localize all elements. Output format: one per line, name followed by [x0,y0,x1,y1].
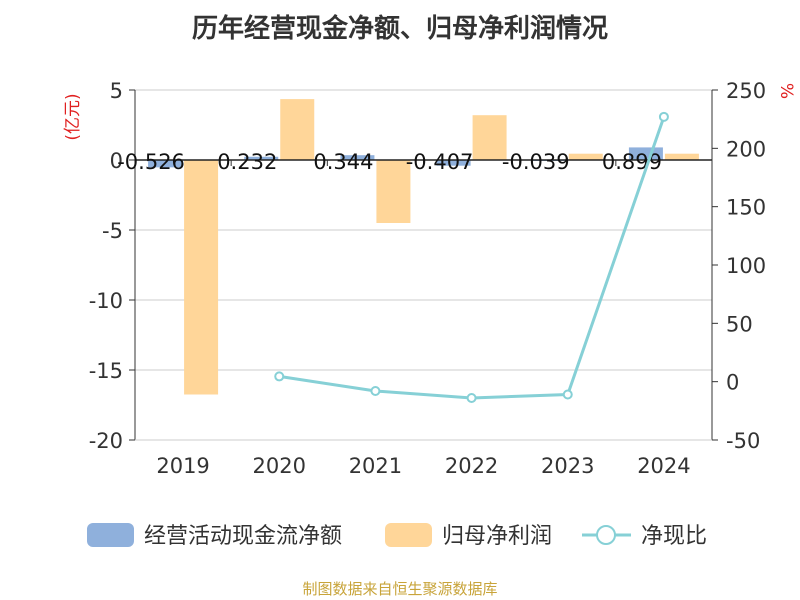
legend-swatch-ocf [87,523,134,547]
bar-ocf [148,160,183,168]
x-axis-tick-label: 2020 [253,454,306,478]
left-axis-tick-label: -5 [102,219,123,243]
legend-label-cash-ratio: 净现比 [641,524,707,549]
left-axis-tick-label: -10 [89,289,123,313]
left-axis-unit: (亿元) [63,93,83,140]
right-axis-unit: % [776,83,796,99]
point-cash-ratio [370,386,381,396]
data-label-ocf: 0.899 [602,150,662,174]
x-axis-tick-label: 2019 [156,454,209,478]
x-axis-tick-label: 2024 [637,454,690,478]
bar-ocf [244,156,279,160]
right-axis-tick-label: 50 [726,312,753,336]
data-label-ocf: 0.344 [313,150,373,174]
left-axis-tick-label: -20 [89,429,123,453]
point-cash-ratio [466,393,477,403]
right-axis-tick-label: -50 [726,429,760,453]
bar-net-profit [568,153,603,160]
bar-net-profit [184,160,219,395]
data-label-ocf: -0.407 [406,150,474,174]
x-axis-tick-label: 2023 [541,454,594,478]
bar-ocf [628,147,663,160]
data-label-ocf: -0.039 [502,150,570,174]
legend-swatch-net-profit [385,523,432,547]
bar-net-profit [376,160,411,223]
left-axis-tick-label: -15 [89,359,123,383]
data-label-ocf: 0.232 [217,150,277,174]
right-axis-tick-label: 250 [726,79,766,103]
point-cash-ratio [562,389,573,400]
bar-ocf [436,160,471,166]
source-note: 制图数据来自恒生聚源数据库 [302,580,498,598]
legend-marker-cash-ratio [596,525,616,545]
x-axis-tick-label: 2022 [445,454,498,478]
x-axis-tick-label: 2021 [349,454,402,478]
right-axis-tick-label: 0 [726,371,739,395]
point-cash-ratio [658,111,669,122]
right-axis-tick-label: 100 [726,254,766,278]
legend-label-net-profit: 归母净利润 [442,524,552,549]
bar-net-profit [664,153,699,160]
left-axis-tick-label: 5 [110,79,123,103]
point-cash-ratio [274,371,285,382]
chart-title: 历年经营现金净额、归母净利润情况 [191,14,608,44]
legend-label-ocf: 经营活动现金流净额 [144,524,342,549]
data-label-ocf: -0.526 [117,150,185,174]
bar-ocf [340,155,375,160]
right-axis-tick-label: 200 [726,137,766,161]
left-axis-tick-label: 0 [110,149,123,173]
right-axis-tick-label: 150 [726,196,766,220]
bar-net-profit [472,115,507,160]
bar-net-profit [280,99,315,160]
